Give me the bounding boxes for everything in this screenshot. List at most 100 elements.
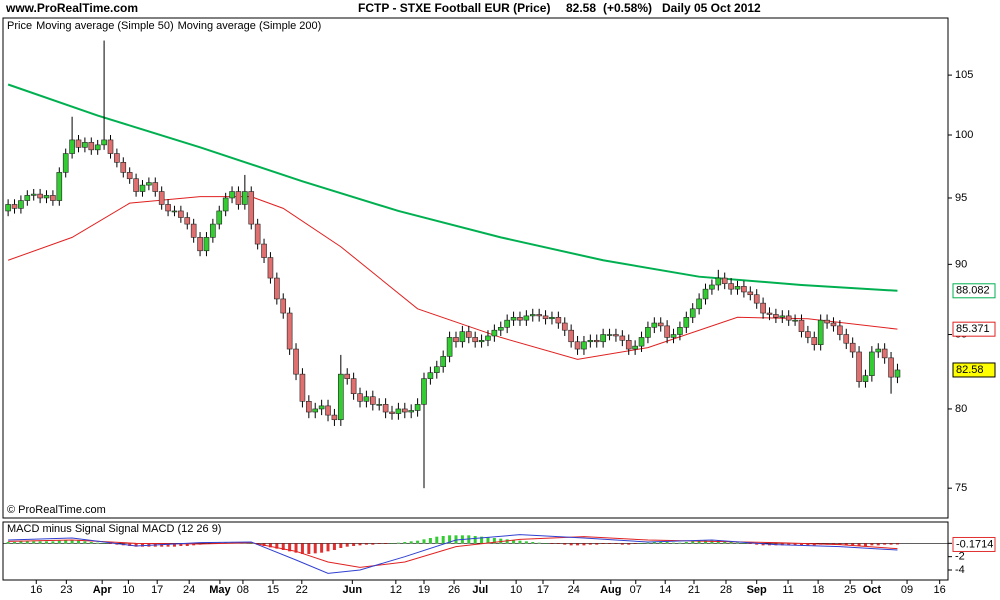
candle-body <box>158 191 165 205</box>
candle-body <box>248 191 255 225</box>
histogram-bar <box>422 539 426 544</box>
y-tick-label: 80 <box>955 403 967 415</box>
histogram-bar <box>729 542 733 544</box>
candle-body <box>856 351 862 382</box>
candle-body <box>715 277 722 286</box>
candle-body <box>133 178 139 192</box>
histogram-bar <box>857 543 861 546</box>
candle-body <box>440 356 446 368</box>
histogram-bar <box>108 543 112 544</box>
histogram-bar <box>480 536 484 544</box>
candle-body <box>888 357 894 378</box>
candle-body <box>190 223 197 238</box>
histogram-bar <box>550 543 554 544</box>
histogram-bar <box>505 539 509 544</box>
histogram-bar <box>473 536 477 544</box>
x-tick-label: 16 <box>934 584 946 596</box>
histogram-bar <box>64 540 68 544</box>
candle-body <box>446 337 453 357</box>
candle-body <box>395 408 402 414</box>
x-tick-label: 26 <box>448 584 460 596</box>
candle-body <box>242 191 248 205</box>
candle-body <box>625 340 632 350</box>
last-value-label: 88.082 <box>956 285 990 297</box>
histogram-bar <box>172 543 176 547</box>
histogram-bar <box>134 543 138 547</box>
x-tick-label: 28 <box>720 584 732 596</box>
histogram-bar <box>672 542 676 544</box>
candle-body <box>677 327 683 335</box>
candle-body <box>606 334 613 336</box>
candle-body <box>421 378 427 405</box>
y-tick-label: 75 <box>955 482 967 494</box>
candle-body <box>101 139 107 146</box>
candle-body <box>491 329 498 337</box>
candle-body <box>235 191 242 205</box>
x-tick-label: 24 <box>568 584 580 596</box>
histogram-bar <box>102 543 106 544</box>
candle-body <box>114 153 120 163</box>
histogram-bar <box>576 543 580 546</box>
histogram-bar <box>870 543 874 546</box>
histogram-bar <box>396 542 400 544</box>
last-value-box <box>952 321 996 337</box>
histogram-bar <box>281 543 285 550</box>
histogram-bar <box>780 543 784 546</box>
candle-body <box>670 334 677 338</box>
candle-body <box>286 312 293 350</box>
candle-body <box>651 322 658 328</box>
candle-body <box>485 335 491 341</box>
candle-body <box>331 414 338 421</box>
candle-body <box>657 322 664 327</box>
candle-body <box>523 315 530 321</box>
histogram-bar <box>659 542 663 544</box>
candle-body <box>459 331 466 343</box>
candle-body <box>338 373 344 421</box>
candle-body <box>517 317 523 321</box>
candle-body <box>254 223 261 245</box>
histogram-bar <box>83 541 87 544</box>
candle-body <box>529 314 536 317</box>
moving-average-line <box>7 83 898 292</box>
candle-body <box>261 243 267 258</box>
histogram-bar <box>761 543 765 546</box>
histogram-bar <box>492 538 496 544</box>
histogram-bar <box>57 540 61 544</box>
candle-body <box>56 172 63 201</box>
last-value-label: 82.58 <box>956 364 984 376</box>
histogram-bar <box>384 543 388 544</box>
histogram-bar <box>499 538 503 544</box>
candle-body <box>785 315 792 321</box>
candle-body <box>43 195 50 199</box>
candle-body <box>760 302 766 314</box>
candle-body <box>632 345 638 350</box>
candle-body <box>120 162 127 173</box>
histogram-bar <box>646 542 650 544</box>
y-tick-label: -2 <box>955 551 965 563</box>
histogram-bar <box>537 542 541 544</box>
x-tick-label: 07 <box>630 584 642 596</box>
candle-body <box>210 223 216 238</box>
histogram-bar <box>441 536 445 544</box>
candle-body <box>683 317 690 328</box>
candle-body <box>197 237 203 252</box>
date: 05 Oct 2012 <box>694 1 761 15</box>
candle-body <box>171 210 178 213</box>
candle-body <box>811 337 818 345</box>
histogram-bar <box>652 542 656 544</box>
candle-body <box>549 317 555 320</box>
histogram-bar <box>563 543 567 545</box>
histogram-bar <box>531 542 535 544</box>
x-tick-label: 09 <box>901 584 913 596</box>
candle-body <box>350 378 357 394</box>
histogram-bar <box>684 542 688 544</box>
histogram-bar <box>13 542 17 544</box>
histogram-bar <box>665 542 669 544</box>
candle-body <box>709 284 715 290</box>
histogram-bar <box>608 543 612 544</box>
candle-body <box>574 341 581 350</box>
candle-body <box>433 366 440 373</box>
histogram-bar <box>313 543 317 554</box>
moving-average-line <box>7 196 898 360</box>
